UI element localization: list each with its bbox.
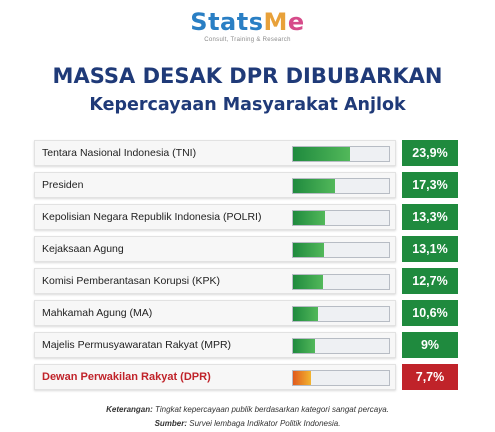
bar-track — [292, 178, 390, 194]
category-label: Kejaksaan Agung — [42, 243, 124, 255]
category-label: Presiden — [42, 179, 84, 191]
chart-row: Komisi Pemberantasan Korupsi (KPK) 12,7% — [34, 268, 458, 294]
footnote-text: Tingkat kepercayaan publik berdasarkan k… — [152, 405, 389, 414]
brand-tagline: Consult, Training & Research — [204, 37, 291, 43]
value-label: 13,3% — [402, 204, 458, 230]
bar-track — [292, 370, 390, 386]
bar-track — [292, 306, 390, 322]
headline: MASSA DESAK DPR DIBUBARKAN — [52, 64, 443, 88]
value-label: 13,1% — [402, 236, 458, 262]
category-label: Komisi Pemberantasan Korupsi (KPK) — [42, 275, 220, 287]
value-label: 23,9% — [402, 140, 458, 166]
bar — [293, 147, 351, 161]
footnote-label: Keterangan: — [106, 405, 153, 414]
footnote: Keterangan: Tingkat kepercayaan publik b… — [0, 405, 495, 414]
bar — [293, 179, 335, 193]
value-label: 12,7% — [402, 268, 458, 294]
source-note: Sumber: Survei lembaga Indikator Politik… — [0, 419, 495, 428]
category-label: Kepolisian Negara Republik Indonesia (PO… — [42, 211, 262, 223]
value-label: 9% — [402, 332, 458, 358]
category-label: Dewan Perwakilan Rakyat (DPR) — [42, 371, 211, 383]
bar — [293, 307, 319, 321]
brand-wordmark: StatsMe — [190, 8, 305, 36]
chart-row: Mahkamah Agung (MA) 10,6% — [34, 300, 458, 326]
bar — [293, 275, 324, 289]
source-text: Survei lembaga Indikator Politik Indones… — [187, 419, 341, 428]
bar — [293, 339, 315, 353]
bar — [293, 371, 312, 385]
value-label: 7,7% — [402, 364, 458, 390]
chart-row: Kepolisian Negara Republik Indonesia (PO… — [34, 204, 458, 230]
category-label: Majelis Permusyawaratan Rakyat (MPR) — [42, 339, 232, 351]
trust-chart: Tentara Nasional Indonesia (TNI) 23,9% Pre… — [34, 140, 458, 396]
chart-row: Tentara Nasional Indonesia (TNI) 23,9% — [34, 140, 458, 166]
bar-track — [292, 338, 390, 354]
bar-track — [292, 274, 390, 290]
category-label: Mahkamah Agung (MA) — [42, 307, 153, 319]
bar — [293, 243, 325, 257]
chart-row: Presiden 17,3% — [34, 172, 458, 198]
bar-track — [292, 242, 390, 258]
bar-track — [292, 210, 390, 226]
chart-row: Dewan Perwakilan Rakyat (DPR) 7,7% — [34, 364, 458, 390]
chart-row: Kejaksaan Agung 13,1% — [34, 236, 458, 262]
bar-track — [292, 146, 390, 162]
chart-row: Majelis Permusyawaratan Rakyat (MPR) 9% — [34, 332, 458, 358]
subheadline: Kepercayaan Masyarakat Anjlok — [89, 95, 406, 115]
category-label: Tentara Nasional Indonesia (TNI) — [42, 147, 197, 159]
value-label: 10,6% — [402, 300, 458, 326]
bar — [293, 211, 325, 225]
value-label: 17,3% — [402, 172, 458, 198]
source-label: Sumber: — [154, 419, 188, 428]
brand-logo: StatsMe Consult, Training & Research — [0, 8, 495, 43]
